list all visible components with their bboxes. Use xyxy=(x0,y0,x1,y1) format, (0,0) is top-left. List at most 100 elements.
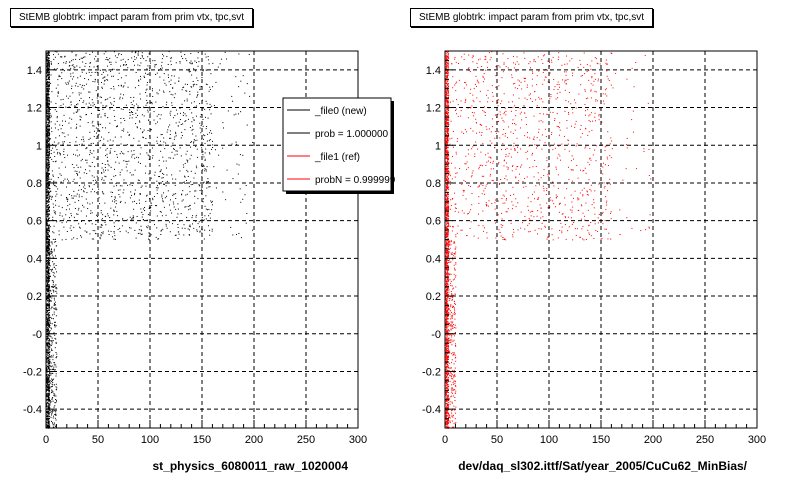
data-point xyxy=(158,176,160,178)
data-point xyxy=(46,421,48,423)
data-point xyxy=(447,159,449,161)
data-point xyxy=(46,423,48,425)
data-point xyxy=(137,54,139,56)
data-point xyxy=(447,329,449,331)
data-point xyxy=(185,120,187,122)
data-point xyxy=(447,243,449,245)
data-point xyxy=(51,170,53,172)
data-point xyxy=(446,321,448,323)
data-point xyxy=(445,288,447,290)
data-point xyxy=(447,344,449,346)
data-point xyxy=(46,141,48,143)
data-point xyxy=(48,183,50,185)
data-point xyxy=(445,368,447,370)
data-point xyxy=(446,373,448,375)
data-point xyxy=(47,177,49,179)
data-point xyxy=(445,140,447,142)
data-point xyxy=(48,301,50,303)
data-point xyxy=(446,102,448,104)
data-point xyxy=(46,232,48,234)
data-point xyxy=(224,51,226,53)
data-point xyxy=(146,82,148,84)
data-point xyxy=(107,213,109,215)
data-point xyxy=(48,404,50,406)
data-point xyxy=(196,139,198,141)
data-point xyxy=(46,191,48,193)
data-point xyxy=(218,154,220,156)
data-point xyxy=(160,68,162,70)
data-point xyxy=(197,198,199,200)
data-point xyxy=(50,400,52,402)
data-point xyxy=(140,233,142,235)
data-point xyxy=(100,235,102,237)
data-point xyxy=(71,88,73,90)
data-point xyxy=(163,183,165,185)
data-point xyxy=(98,188,100,190)
data-point xyxy=(173,148,175,150)
data-point xyxy=(55,343,57,345)
data-point xyxy=(120,200,122,202)
data-point xyxy=(122,58,124,60)
data-point xyxy=(47,70,49,72)
data-point xyxy=(47,226,49,228)
data-point xyxy=(46,70,48,72)
data-point xyxy=(101,73,103,75)
data-point xyxy=(446,146,448,148)
data-point xyxy=(202,201,204,203)
data-point xyxy=(446,411,448,413)
data-point xyxy=(183,224,185,226)
data-point xyxy=(104,164,106,166)
data-point xyxy=(53,393,55,395)
data-point xyxy=(158,113,160,115)
data-point xyxy=(48,258,50,260)
data-point xyxy=(446,221,448,223)
data-point xyxy=(123,64,125,66)
data-point xyxy=(48,290,50,292)
data-point xyxy=(91,202,93,204)
data-point xyxy=(79,66,81,68)
data-point xyxy=(69,142,71,144)
data-point xyxy=(446,341,448,343)
data-point xyxy=(48,401,50,403)
data-point xyxy=(55,414,57,416)
data-point xyxy=(156,205,158,207)
data-point xyxy=(445,323,447,325)
data-point xyxy=(93,130,95,132)
data-point xyxy=(47,63,49,65)
data-point xyxy=(181,200,183,202)
data-point xyxy=(48,304,50,306)
data-point xyxy=(164,82,166,84)
data-point xyxy=(46,192,48,194)
data-point xyxy=(48,185,50,187)
data-point xyxy=(54,362,56,364)
data-point xyxy=(57,63,59,65)
data-point xyxy=(101,86,103,88)
data-point xyxy=(46,177,48,179)
data-point xyxy=(189,208,191,210)
data-point xyxy=(54,56,56,58)
data-point xyxy=(240,111,242,113)
data-point xyxy=(447,113,449,115)
data-point xyxy=(200,125,202,127)
data-point xyxy=(167,76,169,78)
data-point xyxy=(188,205,190,207)
data-point xyxy=(51,389,53,391)
data-point xyxy=(147,102,149,104)
data-point xyxy=(52,397,54,399)
data-point xyxy=(83,100,85,102)
data-point xyxy=(46,374,48,376)
data-point xyxy=(129,112,131,114)
data-point xyxy=(54,213,56,215)
data-point xyxy=(145,60,147,62)
data-point xyxy=(447,199,449,201)
data-point xyxy=(46,223,48,225)
data-point xyxy=(105,224,107,226)
data-point xyxy=(246,124,248,126)
data-point xyxy=(47,358,49,360)
data-point xyxy=(202,138,204,140)
data-point xyxy=(163,206,165,208)
data-point xyxy=(48,124,50,126)
data-point xyxy=(445,231,447,233)
data-point xyxy=(447,413,449,415)
data-point xyxy=(446,423,448,425)
